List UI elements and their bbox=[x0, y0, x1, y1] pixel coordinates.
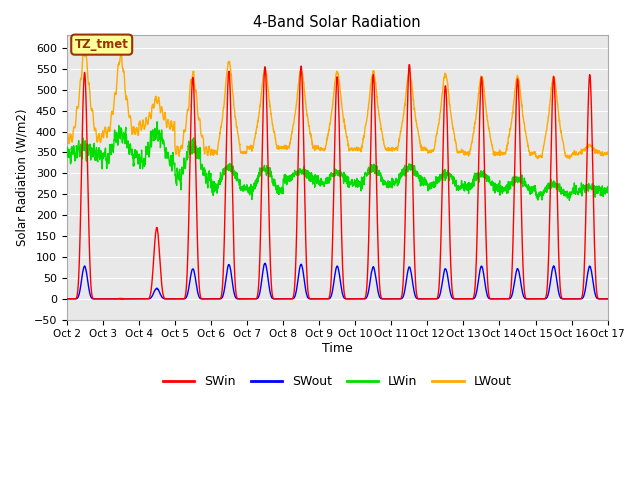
SWout bbox=[353, 296, 361, 302]
SWout bbox=[604, 296, 612, 302]
SWout bbox=[214, 296, 221, 302]
LWin bbox=[604, 184, 612, 190]
Line: LWout: LWout bbox=[67, 50, 608, 159]
SWout bbox=[365, 288, 372, 294]
LWout bbox=[63, 135, 70, 141]
LWin bbox=[566, 197, 573, 203]
LWin bbox=[353, 176, 361, 181]
LWout bbox=[365, 101, 372, 107]
SWin bbox=[495, 296, 502, 302]
SWout bbox=[261, 261, 269, 266]
SWout bbox=[495, 296, 502, 302]
SWin bbox=[63, 296, 70, 302]
LWout bbox=[566, 156, 573, 162]
SWout bbox=[572, 296, 579, 302]
LWout bbox=[572, 152, 579, 157]
X-axis label: Time: Time bbox=[322, 342, 353, 355]
SWin bbox=[556, 283, 564, 289]
LWout bbox=[556, 123, 564, 129]
Line: SWout: SWout bbox=[67, 264, 608, 299]
LWout bbox=[353, 144, 361, 150]
LWin bbox=[495, 183, 502, 189]
LWin bbox=[214, 186, 221, 192]
Line: SWin: SWin bbox=[67, 65, 608, 299]
LWout bbox=[214, 146, 221, 152]
SWin bbox=[353, 296, 360, 302]
LWin bbox=[365, 165, 372, 170]
Line: LWin: LWin bbox=[67, 122, 608, 200]
LWin bbox=[63, 151, 70, 157]
LWout bbox=[79, 48, 87, 53]
SWin bbox=[572, 296, 579, 302]
LWin bbox=[153, 119, 161, 125]
SWin bbox=[365, 248, 372, 253]
SWout bbox=[556, 294, 564, 300]
LWin bbox=[572, 190, 579, 196]
Text: TZ_tmet: TZ_tmet bbox=[75, 38, 129, 51]
Y-axis label: Solar Radiation (W/m2): Solar Radiation (W/m2) bbox=[15, 109, 28, 246]
Title: 4-Band Solar Radiation: 4-Band Solar Radiation bbox=[253, 15, 421, 30]
LWin bbox=[556, 186, 564, 192]
SWin bbox=[405, 62, 413, 68]
SWin bbox=[214, 296, 221, 302]
Legend: SWin, SWout, LWin, LWout: SWin, SWout, LWin, LWout bbox=[158, 370, 516, 393]
SWout bbox=[63, 296, 70, 302]
LWout bbox=[604, 149, 612, 155]
SWin bbox=[604, 296, 612, 302]
LWout bbox=[495, 150, 502, 156]
